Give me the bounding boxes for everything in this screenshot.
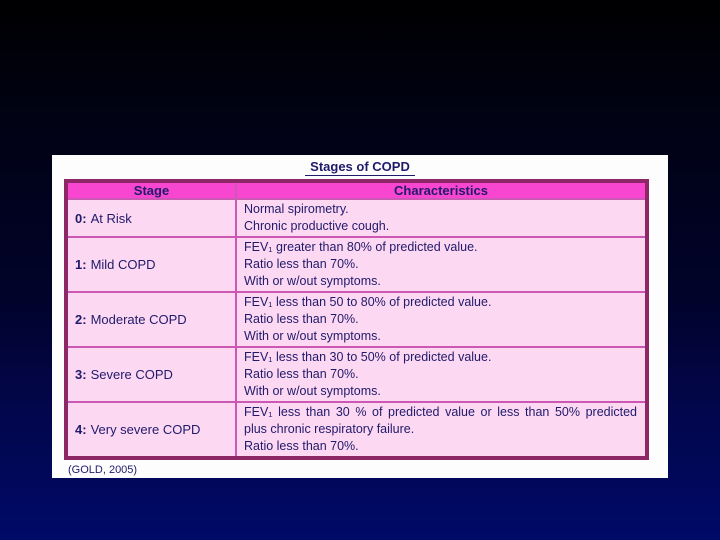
- content-panel: Stages of COPD Stage Characteristics 0: A…: [52, 155, 668, 478]
- table-row: 0: At Risk Normal spirometry. Chronic prod…: [65, 198, 648, 238]
- stage-cell: 1: Mild COPD: [65, 236, 237, 293]
- table-row: 2: Moderate COPD FEV₁ less than 50 to 80%…: [65, 291, 648, 348]
- characteristics-cell: FEV₁ greater than 80% of predicted value…: [235, 236, 648, 293]
- characteristic-line: FEV₁ less than 50 to 80% of predicted va…: [244, 295, 492, 309]
- characteristic-line: Ratio less than 70%.: [244, 439, 359, 453]
- characteristic-line: With or w/out symptoms.: [244, 329, 381, 343]
- stage-cell: 0: At Risk: [65, 198, 237, 238]
- characteristic-line: FEV₁ less than 30 % of predicted value o…: [244, 405, 637, 436]
- stage-cell: 4: Very severe COPD: [65, 401, 237, 459]
- stage-cell: 3: Severe COPD: [65, 346, 237, 403]
- stage-name: Very severe COPD: [90, 422, 201, 437]
- slide-title-text: Stages of COPD: [305, 159, 415, 176]
- characteristic-line: Normal spirometry.: [244, 202, 349, 216]
- characteristics-cell: FEV₁ less than 50 to 80% of predicted va…: [235, 291, 648, 348]
- stage-name: At Risk: [90, 210, 132, 226]
- table-row: 3: Severe COPD FEV₁ less than 30 to 50% o…: [65, 346, 648, 403]
- stage-number: 1:: [75, 257, 87, 272]
- characteristic-line: With or w/out symptoms.: [244, 384, 381, 398]
- table-header-row: Stage Characteristics: [65, 180, 648, 200]
- table-row: 4: Very severe COPD FEV₁ less than 30 % o…: [65, 401, 648, 459]
- stage-name: Severe COPD: [90, 367, 173, 382]
- copd-stages-table: Stage Characteristics 0: At Risk Normal s…: [64, 179, 649, 460]
- stage-number: 2:: [75, 312, 87, 327]
- characteristic-line: Ratio less than 70%.: [244, 367, 359, 381]
- stage-name: Mild COPD: [90, 257, 156, 272]
- characteristics-column-header: Characteristics: [235, 180, 648, 200]
- characteristic-line: Chronic productive cough.: [244, 219, 390, 233]
- characteristic-line: With or w/out symptoms.: [244, 274, 381, 288]
- characteristics-cell: FEV₁ less than 30 % of predicted value o…: [235, 401, 648, 459]
- table-row: 1: Mild COPD FEV₁ greater than 80% of pre…: [65, 236, 648, 293]
- characteristic-line: Ratio less than 70%.: [244, 257, 359, 271]
- stage-number: 4:: [75, 422, 87, 437]
- characteristic-line: FEV₁ less than 30 to 50% of predicted va…: [244, 350, 492, 364]
- stage-cell: 2: Moderate COPD: [65, 291, 237, 348]
- characteristic-line: Ratio less than 70%.: [244, 312, 359, 326]
- table-body: 0: At Risk Normal spirometry. Chronic prod…: [65, 198, 648, 459]
- characteristics-cell: FEV₁ less than 30 to 50% of predicted va…: [235, 346, 648, 403]
- source-citation: (GOLD, 2005): [68, 464, 138, 476]
- stage-name: Moderate COPD: [90, 312, 187, 327]
- slide-title: Stages of COPD: [52, 155, 668, 176]
- stage-column-header: Stage: [65, 180, 237, 200]
- characteristic-line: FEV₁ greater than 80% of predicted value…: [244, 240, 478, 254]
- stage-number: 0:: [75, 210, 87, 226]
- stage-number: 3:: [75, 367, 87, 382]
- characteristics-cell: Normal spirometry. Chronic productive cou…: [235, 198, 648, 238]
